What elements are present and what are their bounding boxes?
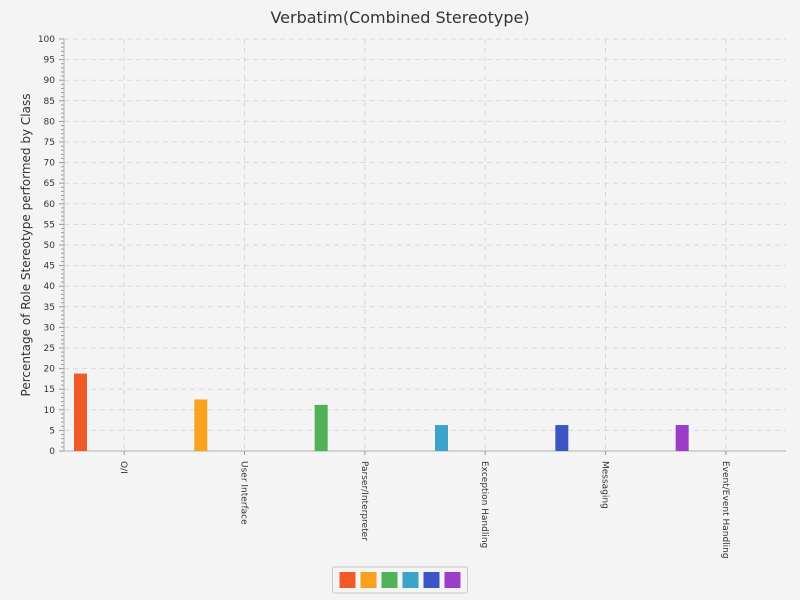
bar-3 — [314, 404, 328, 451]
y-tick-label: 50 — [44, 241, 56, 251]
x-tick-label: User Interface — [239, 461, 249, 525]
legend-swatch — [402, 572, 419, 588]
x-tick-label: Parser/Interpreter — [359, 461, 369, 541]
y-tick-label: 5 — [49, 426, 55, 436]
y-tick-label: 70 — [44, 159, 56, 169]
x-tick-label: Messaging — [600, 461, 610, 509]
x-tick-label: O/I — [118, 461, 128, 474]
chart-title: Verbatim(Combined Stereotype) — [270, 8, 529, 27]
legend-swatch — [444, 572, 461, 588]
bar-6 — [675, 425, 689, 451]
x-tick-label: Event/Event Handling — [720, 461, 730, 559]
bar-5 — [555, 425, 569, 451]
y-tick-label: 100 — [38, 35, 55, 45]
legend-swatch — [423, 572, 440, 588]
y-tick-label: 55 — [44, 220, 55, 230]
legend-swatch — [339, 572, 356, 588]
y-tick-label: 75 — [44, 138, 55, 148]
y-tick-label: 10 — [44, 406, 56, 416]
bar-4 — [435, 425, 448, 451]
y-tick-label: 80 — [44, 117, 56, 127]
y-tick-label: 40 — [44, 282, 56, 292]
y-tick-label: 20 — [44, 365, 56, 375]
y-tick-label: 30 — [44, 323, 56, 333]
legend-swatch — [381, 572, 398, 588]
y-tick-label: 65 — [44, 179, 55, 189]
bar-1 — [74, 373, 87, 451]
y-tick-label: 95 — [44, 56, 55, 66]
y-axis-label: Percentage of Role Stereotype performed … — [19, 94, 33, 397]
y-tick-label: 60 — [44, 200, 56, 210]
y-tick-label: 45 — [44, 262, 55, 272]
y-tick-label: 15 — [44, 385, 55, 395]
y-tick-label: 85 — [44, 97, 55, 107]
y-tick-label: 25 — [44, 344, 55, 354]
x-tick-label: Exception Handling — [479, 461, 489, 548]
y-tick-label: 0 — [49, 447, 55, 457]
y-tick-label: 35 — [44, 303, 55, 313]
y-tick-label: 90 — [44, 76, 56, 86]
legend-swatch — [360, 572, 377, 588]
bar-2 — [194, 399, 208, 451]
